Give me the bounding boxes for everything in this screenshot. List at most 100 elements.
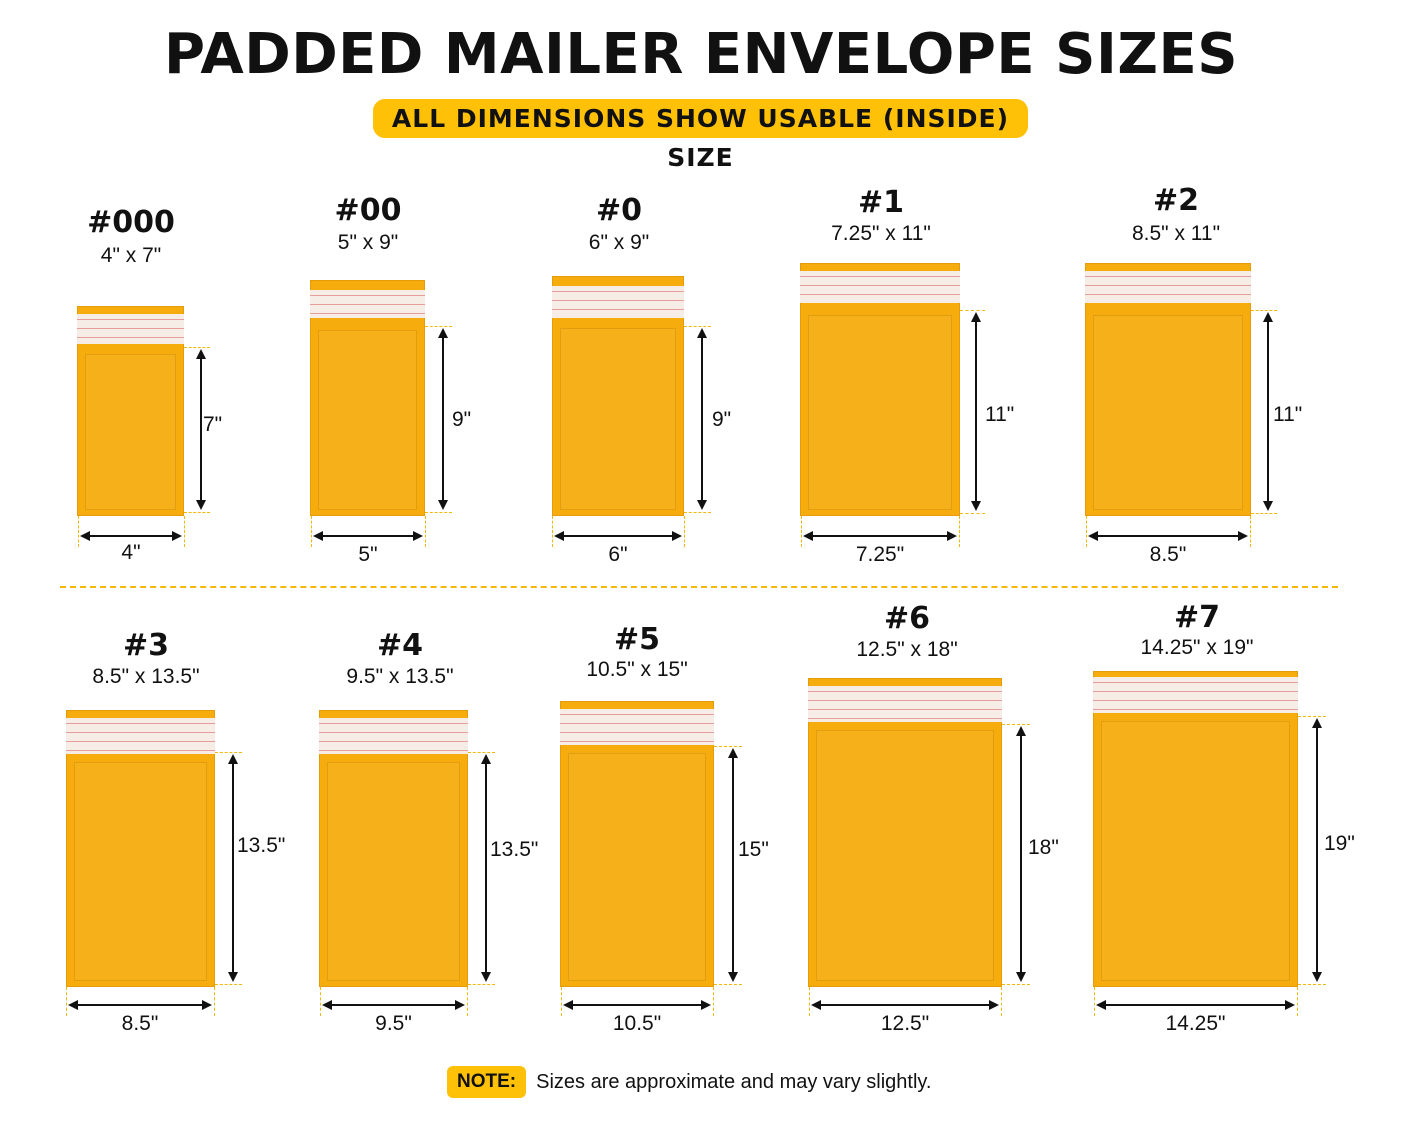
height-guide-top — [215, 752, 242, 753]
height-line — [200, 355, 202, 504]
strip-print — [319, 718, 468, 754]
width-line — [818, 1004, 992, 1006]
arrow-up-icon — [971, 312, 981, 322]
height-guide-top — [1298, 716, 1326, 717]
width-label: 14.25" — [1165, 1012, 1226, 1035]
envelope-dimensions: 10.5" x 15" — [586, 658, 688, 681]
arrow-down-icon — [971, 501, 981, 511]
envelope-name: #00 — [334, 193, 402, 228]
height-guide-bottom — [184, 512, 210, 513]
height-line — [232, 760, 234, 976]
arrow-down-icon — [1016, 972, 1026, 982]
strip-print — [800, 271, 960, 303]
adhesive-strip — [310, 290, 425, 318]
height-guide-bottom — [960, 513, 985, 514]
height-guide-bottom — [1002, 984, 1030, 985]
strip-print — [1093, 677, 1298, 713]
arrow-right-icon — [455, 1000, 465, 1010]
envelope-panel — [560, 328, 676, 510]
adhesive-strip — [560, 709, 714, 745]
height-guide-bottom — [425, 512, 452, 513]
strip-print — [77, 314, 184, 344]
envelope-panel — [1093, 315, 1243, 510]
envelope-name: #4 — [376, 628, 424, 663]
envelope-name: #2 — [1152, 183, 1200, 218]
width-label: 8.5" — [121, 1012, 159, 1035]
row-divider — [60, 586, 1338, 588]
width-guide-right — [184, 516, 185, 547]
width-label: 9.5" — [375, 1012, 412, 1035]
height-line — [1267, 318, 1269, 505]
height-line — [732, 754, 734, 976]
arrow-up-icon — [697, 328, 707, 338]
width-label: 7.25" — [855, 543, 905, 566]
envelope-panel — [74, 762, 207, 981]
arrow-left-icon — [80, 531, 90, 541]
width-guide-right — [1001, 987, 1002, 1016]
strip-print — [560, 709, 714, 745]
arrow-left-icon — [313, 531, 323, 541]
adhesive-strip — [1093, 677, 1298, 713]
width-line — [1095, 535, 1241, 537]
height-line — [1020, 732, 1022, 976]
envelope-panel — [816, 730, 994, 981]
width-line — [87, 535, 175, 537]
envelope-image — [552, 276, 684, 516]
height-label: 18" — [1028, 836, 1059, 859]
height-guide-top — [960, 310, 985, 311]
envelope-name: #7 — [1173, 600, 1221, 635]
width-guide-right — [1250, 516, 1251, 547]
arrow-down-icon — [697, 500, 707, 510]
arrow-left-icon — [811, 1000, 821, 1010]
width-guide-left — [1086, 516, 1087, 547]
arrow-up-icon — [728, 748, 738, 758]
arrow-down-icon — [1263, 501, 1273, 511]
width-line — [329, 1004, 458, 1006]
envelope-panel — [85, 354, 176, 510]
height-guide-top — [684, 326, 711, 327]
width-label: 6" — [608, 543, 628, 566]
envelope-image — [319, 710, 468, 987]
width-line — [561, 535, 675, 537]
arrow-down-icon — [196, 500, 206, 510]
width-guide-left — [809, 987, 810, 1016]
arrow-right-icon — [413, 531, 423, 541]
adhesive-strip — [1085, 271, 1251, 303]
envelope-dimensions: 9.5" x 13.5" — [346, 665, 454, 688]
width-label: 12.5" — [880, 1012, 930, 1035]
arrow-left-icon — [1096, 1000, 1106, 1010]
height-guide-bottom — [1298, 984, 1326, 985]
height-label: 11" — [1273, 403, 1303, 426]
width-guide-left — [561, 987, 562, 1016]
width-label: 8.5" — [1149, 543, 1187, 566]
adhesive-strip — [808, 686, 1002, 722]
arrow-right-icon — [701, 1000, 711, 1010]
arrow-right-icon — [1238, 531, 1248, 541]
envelope-dimensions: 12.5" x 18" — [856, 638, 958, 661]
height-line — [485, 760, 487, 976]
envelope-image — [808, 678, 1002, 987]
envelope-name: #1 — [857, 185, 905, 220]
width-guide-right — [425, 516, 426, 547]
strip-print — [1085, 271, 1251, 303]
envelope-dimensions: 5" x 9" — [337, 231, 399, 254]
envelope-dimensions: 4" x 7" — [100, 244, 162, 267]
arrow-right-icon — [672, 531, 682, 541]
arrow-left-icon — [322, 1000, 332, 1010]
envelope-dimensions: 7.25" x 11" — [831, 222, 931, 245]
width-guide-left — [66, 987, 67, 1016]
height-line — [1316, 724, 1318, 976]
arrow-up-icon — [1312, 718, 1322, 728]
envelope-image — [66, 710, 215, 987]
width-guide-left — [1094, 987, 1095, 1016]
width-guide-right — [959, 516, 960, 547]
width-guide-right — [713, 987, 714, 1016]
page-title: PADDED MAILER ENVELOPE SIZES — [163, 22, 1239, 87]
envelope-image — [77, 306, 184, 516]
adhesive-strip — [800, 271, 960, 303]
note-text: Sizes are approximate and may vary sligh… — [536, 1070, 932, 1093]
arrow-up-icon — [228, 754, 238, 764]
height-line — [701, 334, 703, 504]
height-guide-bottom — [1251, 513, 1277, 514]
note-badge: NOTE: — [447, 1066, 527, 1098]
